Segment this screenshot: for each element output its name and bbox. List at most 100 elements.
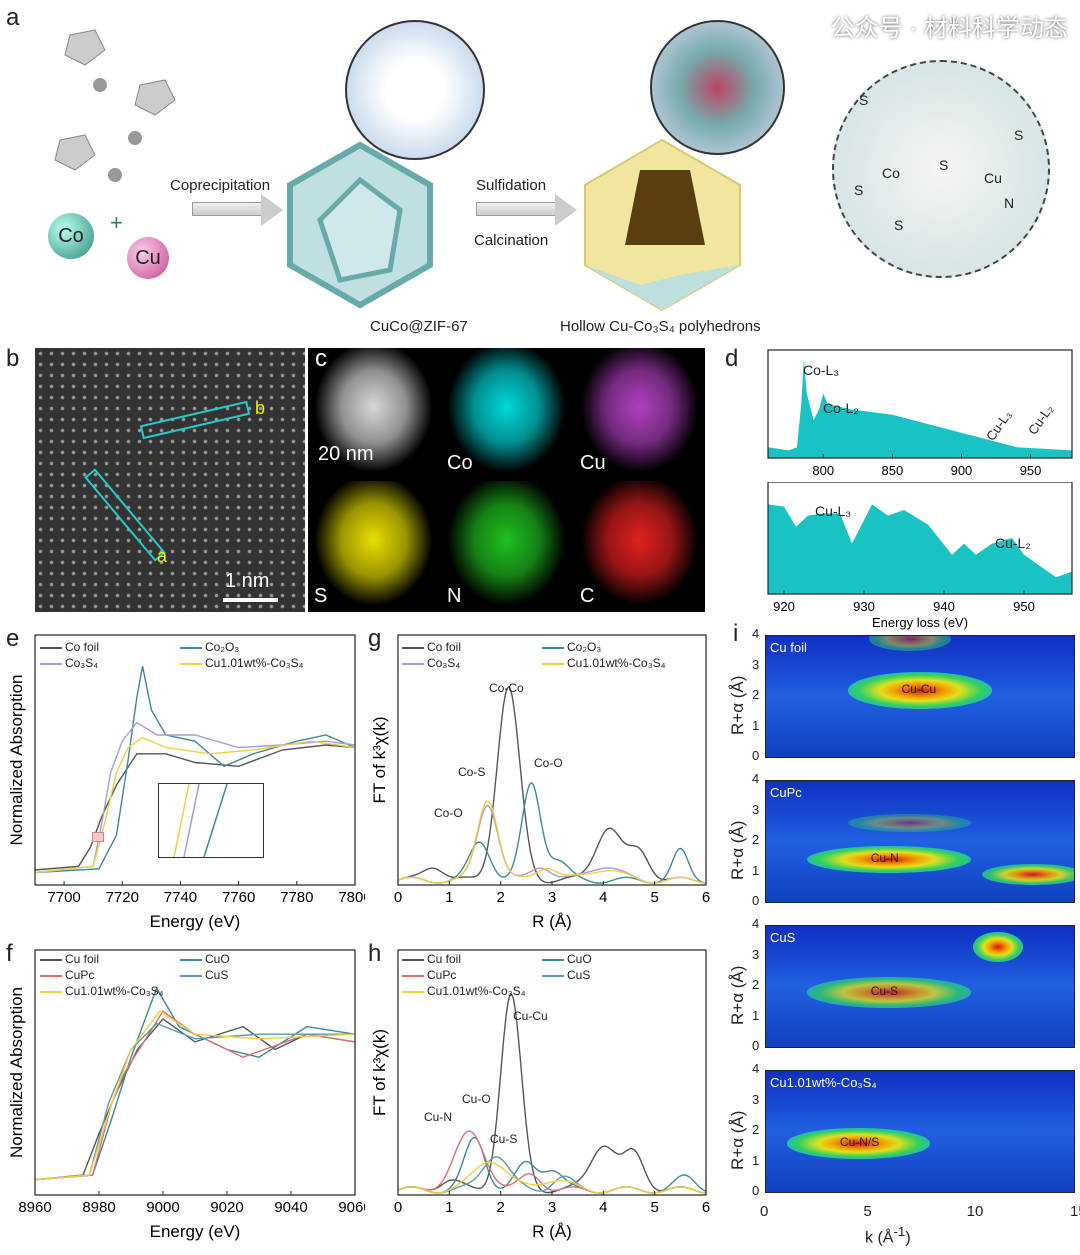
x-tick-label: 7760 [222, 889, 255, 906]
legend-item: Co foil [40, 640, 99, 654]
x-tick-label: 3 [548, 1199, 556, 1216]
legend-label: Cu1.01wt%-Co₃S₄ [205, 656, 304, 670]
wavelet-hotspot [848, 672, 992, 709]
y-axis-label: Normalized Absorption [7, 674, 26, 845]
legend-item: CuS [542, 968, 590, 982]
legend-swatch [180, 974, 202, 977]
legend-item: Cu foil [402, 952, 461, 966]
annot-co-co: Co-Co [489, 681, 524, 695]
y-axis-label: Normalized Absorption [7, 987, 26, 1158]
x-tick-label: 6 [702, 1199, 710, 1216]
y-axis-label: FT of k³χ(k) [370, 717, 389, 804]
atom-s: S [939, 157, 949, 173]
x-axis-label: Energy (eV) [150, 1222, 241, 1241]
plus-sign: + [110, 210, 123, 235]
legend-item: CuO [180, 952, 230, 966]
y-tick-label: 1 [752, 862, 760, 878]
wavelet-hotspot [981, 864, 1074, 886]
y-tick-label: 2 [752, 1122, 760, 1137]
wavelet-sample-label: Cu1.01wt%-Co₃S₄ [770, 1075, 877, 1090]
x-tick-label: 950 [1020, 463, 1042, 478]
legend-item: Cu1.01wt%-Co₃S₄ [542, 656, 666, 670]
eds-map-haadf [308, 348, 439, 479]
x-tick-label: 950 [1013, 599, 1035, 614]
eds-map-s: S [308, 481, 439, 612]
eds-map-label: C [580, 585, 595, 607]
panel-label-b: b [6, 345, 20, 372]
xanes-cu-chart: 8960 8980 9000 9020 9040 9060 Energy (eV) Norma… [7, 949, 365, 1241]
legend-label: Co₃S₄ [65, 656, 99, 670]
atom-cu: Cu [984, 170, 1002, 186]
legend-item: Cu1.01wt%-Co₃S₄ [40, 984, 164, 998]
eels-full-chart: 800 850 900 950 [767, 349, 1073, 478]
wavelet-hotspot [848, 814, 972, 833]
y-tick-label: 3 [752, 1091, 760, 1107]
wavelet-y-label: R+α (Å) [728, 675, 747, 735]
legend-swatch [542, 974, 564, 977]
annot-cu-n: Cu-N [424, 1110, 453, 1124]
panel-label-f: f [6, 940, 13, 967]
product-cuco-zif67: CuCo@ZIF-67 [370, 318, 468, 335]
y-tick-label: 2 [752, 977, 760, 992]
y-tick-label: 2 [752, 687, 760, 702]
plot-frame [767, 349, 1073, 459]
y-axis-label: FT of k³χ(k) [370, 1029, 389, 1116]
x-tick-label: 7700 [47, 889, 80, 906]
line-b-label: b [255, 398, 266, 418]
exafs-cu-chart: 0 1 2 3 4 5 6 R (Å) FT of k³χ(k) [370, 949, 710, 1241]
plot-frame [34, 949, 356, 1196]
zoom-region-marker [92, 832, 104, 842]
series-line [397, 782, 707, 884]
x-tick-label: 1 [445, 1199, 453, 1216]
annot-co-s: Co-S [458, 765, 486, 779]
annot-cu-cu: Cu-Cu [513, 1009, 548, 1023]
panel-label-d: d [725, 345, 739, 372]
x-tick-label: 920 [773, 599, 795, 614]
eels-cu-chart: 920 930 940 950 Energy loss (eV) [767, 482, 1073, 630]
x-tick-label: 2 [496, 1199, 504, 1216]
wavelet-sample-label: Cu foil [770, 640, 807, 655]
wavelet-panel: Cu foil Cu-Cu [765, 635, 1075, 758]
line-profile-a [84, 468, 166, 562]
y-tick-label: 4 [752, 916, 760, 931]
x-tick-label: 940 [933, 599, 955, 614]
legend-label: Co₃S₄ [427, 656, 461, 670]
panel-label-a: a [6, 4, 20, 31]
legend-swatch [542, 646, 564, 649]
wavelet-peak-label: Cu-S [870, 984, 899, 999]
x-tick-label: 8960 [18, 1199, 51, 1216]
x-tick-label: 850 [882, 463, 904, 478]
eds-scale-label: 20 nm [318, 443, 374, 465]
atom-s: S [1014, 127, 1024, 143]
crystal-inset [650, 20, 785, 155]
eds-map-label: S [314, 585, 328, 607]
legend-item: Cu1.01wt%-Co₃S₄ [402, 984, 526, 998]
legend-item: Co foil [402, 640, 461, 654]
legend-label: CuPc [427, 968, 457, 982]
wavelet-peak-label: Cu-Cu [901, 681, 937, 696]
zoom-inset [158, 783, 264, 858]
scale-bar [223, 598, 278, 602]
co-label: Co [58, 224, 84, 247]
y-tick-label: 1 [752, 717, 760, 733]
legend-item: Co₃S₄ [40, 656, 98, 670]
wavelet-sample-label: CuS [770, 930, 796, 945]
legend-swatch [40, 974, 62, 977]
x-tick-label: 800 [812, 463, 834, 478]
legend-swatch [40, 958, 62, 961]
eds-map-label: Co [447, 452, 473, 474]
legend-swatch [402, 662, 424, 665]
wavelet-peak-label: Cu-N [870, 851, 899, 866]
y-tick-label: 3 [752, 946, 760, 962]
x-tick-label: 900 [951, 463, 973, 478]
annot-co-o: Co-O [434, 806, 463, 820]
annot-cu-l2: Cu-L₂ [995, 535, 1031, 551]
x-tick-label: 4 [599, 1199, 607, 1216]
series-line [397, 686, 707, 884]
eds-map-co: Co [441, 348, 572, 479]
atom-s: S [894, 217, 904, 233]
stem-image: b a 1 nm [35, 348, 305, 612]
panel-label-e: e [6, 625, 20, 652]
annot-cu-o: Cu-O [462, 1092, 491, 1106]
wavelet-hotspot [973, 932, 1023, 963]
